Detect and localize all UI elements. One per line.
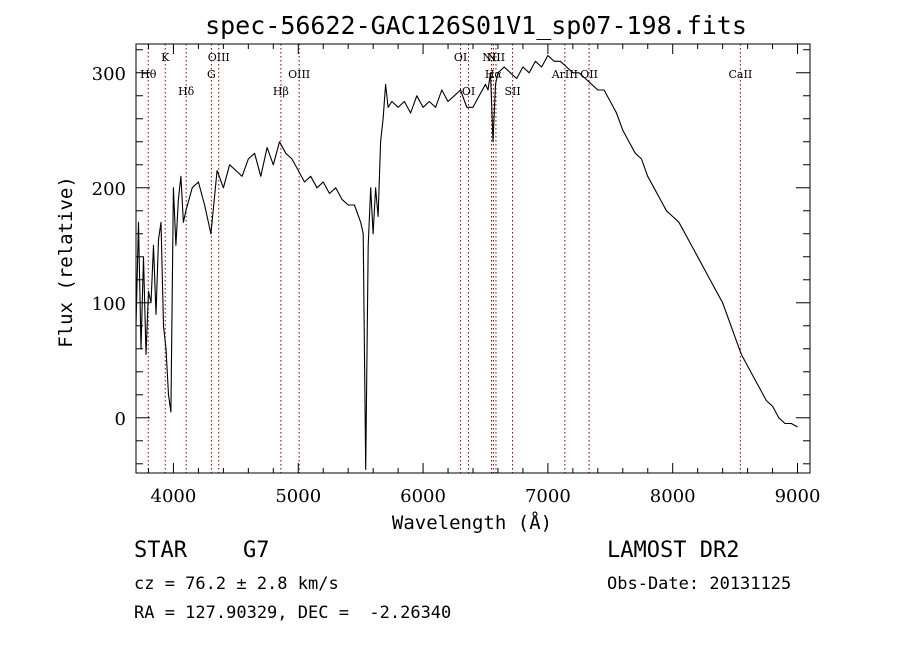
survey-name: LAMOST DR2 bbox=[607, 538, 740, 563]
spectral-line-label: Hθ bbox=[140, 68, 157, 81]
spectral-line-label: Hδ bbox=[178, 85, 195, 98]
spectral-line-label: G bbox=[207, 68, 216, 81]
y-tick-label: 200 bbox=[92, 179, 126, 200]
plot-frame bbox=[135, 43, 811, 474]
spectral-line-labels: Hθ K Hδ G OIII Hβ OIII OI OI NII Hα NII SII ArIII OII C… bbox=[140, 51, 752, 98]
spectral-line-label: K bbox=[161, 51, 170, 64]
x-tick-label: 4000 bbox=[151, 486, 197, 507]
spectral-line-label: Hα bbox=[485, 68, 503, 81]
spectral-line-label: Hβ bbox=[273, 85, 289, 98]
spectral-line-label: OI bbox=[462, 85, 475, 98]
spectral-line-markers bbox=[147, 44, 741, 473]
redshift-readout: cz = 76.2 ± 2.8 km/s bbox=[134, 574, 339, 594]
x-axis-label: Wavelength (Å) bbox=[392, 511, 552, 534]
x-tick-label: 6000 bbox=[400, 486, 446, 507]
x-tick-label: 8000 bbox=[650, 486, 696, 507]
x-axis: 4000 5000 6000 7000 8000 9000 bbox=[147, 44, 821, 507]
spectral-line-label: OII bbox=[580, 68, 598, 81]
y-axis-label: Flux (relative) bbox=[55, 176, 77, 348]
x-tick-label: 7000 bbox=[525, 486, 571, 507]
spectral-line-label: NII bbox=[482, 51, 500, 64]
spectrum-line bbox=[135, 54, 798, 471]
x-tick-label: 5000 bbox=[275, 486, 321, 507]
object-subclass: G7 bbox=[243, 538, 270, 563]
object-class: STAR bbox=[134, 538, 187, 563]
spectral-line-label: SII bbox=[504, 85, 520, 98]
spectral-line-label: OI bbox=[454, 51, 467, 64]
spectral-line-label: OIII bbox=[288, 68, 310, 81]
spectral-line-label: OIII bbox=[208, 51, 230, 64]
observation-date: Obs-Date: 20131125 bbox=[607, 574, 792, 594]
chart-title: spec-56622-GAC126S01V1_sp07-198.fits bbox=[205, 11, 747, 40]
spectral-line-label: ArIII bbox=[551, 68, 578, 81]
spectral-line-label: CaII bbox=[729, 68, 753, 81]
y-axis: 0 100 200 300 bbox=[92, 49, 810, 465]
spectral-line-label: NII bbox=[487, 51, 505, 64]
y-tick-label: 0 bbox=[115, 409, 126, 430]
coordinates-readout: RA = 127.90329, DEC = -2.26340 bbox=[134, 603, 452, 623]
y-tick-label: 300 bbox=[92, 64, 126, 85]
y-tick-label: 100 bbox=[92, 294, 126, 315]
x-tick-label: 9000 bbox=[775, 486, 821, 507]
